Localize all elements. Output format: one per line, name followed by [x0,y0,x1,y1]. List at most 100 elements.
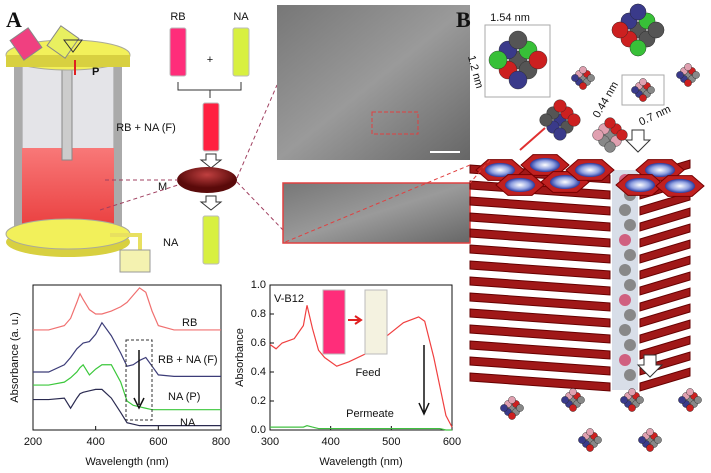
pore [485,163,515,177]
molecule [676,63,700,87]
x-tick-label: 400 [86,436,104,448]
layer [469,372,611,392]
molecule-atom [639,78,647,86]
sem-images [277,5,471,244]
plot-frame [269,284,453,431]
molecule-atom [586,444,594,452]
pressure-label: P [92,66,99,78]
vial [202,102,220,152]
layer [639,303,691,328]
molecule-atom [624,219,636,231]
series-label: RB [182,317,197,329]
molecule-atom [577,396,585,404]
molecule-atom [624,369,636,381]
x-tick-label: 800 [212,436,230,448]
mixture-label: RB + NA (F) [116,122,176,134]
layer [639,335,691,360]
molecule-atom [508,396,516,404]
molecule-atom [616,129,628,141]
layer [469,340,611,360]
zoom-line [99,179,179,211]
layer [469,324,611,344]
layer [639,207,691,232]
layer [639,255,691,280]
molecule-atom [619,264,631,276]
molecule-atom [611,21,629,39]
molecule [571,66,595,90]
y-axis-label: Absorbance [234,328,246,387]
series-line [269,305,453,428]
down-arrow [199,153,223,169]
vial-label: RB [170,11,185,23]
molecule-atom [592,129,604,141]
series-label: Permeate [346,408,394,420]
zoom-line [236,84,284,231]
layer [639,223,691,248]
molecule-atom [619,354,631,366]
y-tick-label: 0.6 [251,337,266,349]
molecule-atom [647,21,665,39]
layer [469,228,611,248]
molecule-atom [646,428,654,436]
molecule [592,117,628,153]
series-line [33,321,221,377]
molecule [578,428,602,452]
molecule-atom [624,309,636,321]
molecule [620,388,644,412]
vials: RB NA + RB + NA (F) M NA [99,11,284,265]
layer [639,271,691,296]
vial-label: NA [233,11,249,23]
molecule-atom [528,50,548,70]
sem-image [282,182,471,244]
down-arrow [624,129,652,153]
molecule-atom [638,436,646,444]
membrane [177,167,237,193]
molecule-atom [539,113,553,127]
molecule-atom [508,70,528,90]
molecule-atom [629,39,647,57]
panel-label: B [456,7,471,32]
molecule [488,30,548,90]
x-tick-label: 200 [24,436,42,448]
vial [232,27,250,77]
molecule-atom [567,113,581,127]
highlight-box [125,339,153,421]
plus-sign: + [207,54,213,66]
panel-label: A [6,7,22,32]
layer [469,308,611,328]
rod [114,66,122,244]
series-label: NA (P) [168,391,200,403]
molecule-atom [571,74,579,82]
molecule-atom [578,436,586,444]
layer [469,276,611,296]
down-arrow [636,354,664,378]
molecule-atom [620,396,628,404]
y-tick-label: 0.2 [251,395,266,407]
molecule-atom [569,404,577,412]
molecule-atom [647,86,655,94]
molecule-atom [628,388,636,396]
y-axis-label: Absorbance (a. u.) [9,312,21,403]
molecule-atom [694,396,702,404]
molecule [539,99,581,141]
molecule-atom [624,339,636,351]
beaker [119,249,151,273]
molecule-atom [587,74,595,82]
series-line [33,388,221,427]
molecule-atom [619,234,631,246]
layer [639,287,691,312]
x-tick-label: 600 [443,436,461,448]
molecule [561,388,585,412]
down-arrow [199,195,223,211]
molecule-atom [684,63,692,71]
molecule [631,78,655,102]
funnel [63,39,83,53]
molecule-atom [604,117,616,129]
molecule-atom [684,79,692,87]
series-label: NA [180,417,196,429]
molecule-atom [604,141,616,153]
vial [169,27,187,77]
layer [469,292,611,312]
pore [505,178,535,192]
